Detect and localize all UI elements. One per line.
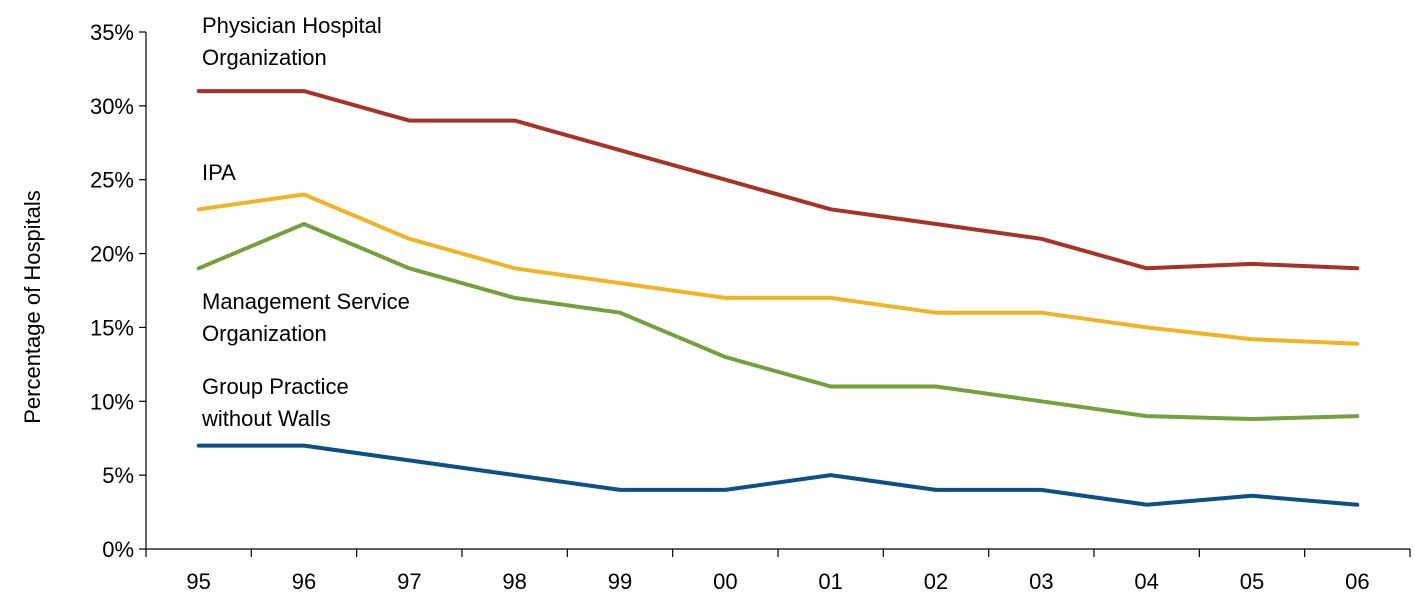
x-tick-label: 96	[292, 569, 316, 594]
x-tick-label: 95	[186, 569, 210, 594]
series-group	[196, 89, 1360, 507]
x-tick-label: 00	[713, 569, 737, 594]
y-axis: 0% 5% 10% 15% 20% 25% 30% 35%	[90, 20, 147, 562]
x-tick-label: 06	[1345, 569, 1369, 594]
x-tick-label: 99	[608, 569, 632, 594]
series-label-group-practice-without-walls: without Walls	[201, 406, 331, 431]
y-tick-label: 25%	[90, 168, 134, 193]
x-tick-label: 97	[397, 569, 421, 594]
x-tick-label: 01	[818, 569, 842, 594]
series-label-management-service-organization: Management Service	[202, 289, 410, 314]
x-axis: 95 96 97 98 99 00 01 02 03 04 05 06	[145, 548, 1411, 594]
series-label-physician-hospital-organization: Organization	[202, 45, 327, 70]
series-line-ipa	[196, 192, 1360, 346]
y-tick-label: 5%	[102, 463, 134, 488]
series-label-management-service-organization: Organization	[202, 321, 327, 346]
y-tick-label: 15%	[90, 315, 134, 340]
y-tick-label: 30%	[90, 94, 134, 119]
y-tick-label: 0%	[102, 537, 134, 562]
y-tick-label: 20%	[90, 242, 134, 267]
series-label-physician-hospital-organization: Physician Hospital	[202, 13, 382, 38]
series-labels: Physician Hospital Organization IPA Managem…	[201, 13, 410, 431]
x-tick-label: 03	[1029, 569, 1053, 594]
series-label-group-practice-without-walls: Group Practice	[202, 374, 349, 399]
series-line-group-practice-without-walls	[196, 443, 1360, 507]
series-label-ipa: IPA	[202, 160, 236, 185]
y-axis-title: Percentage of Hospitals	[20, 190, 45, 424]
x-tick-label: 05	[1240, 569, 1264, 594]
y-tick-label: 35%	[90, 20, 134, 45]
y-tick-label: 10%	[90, 389, 134, 414]
x-tick-label: 98	[502, 569, 526, 594]
x-tick-label: 04	[1134, 569, 1158, 594]
series-line-physician-hospital-organization	[196, 89, 1360, 271]
x-tick-label: 02	[924, 569, 948, 594]
series-line-management-service-organization	[196, 222, 1360, 421]
